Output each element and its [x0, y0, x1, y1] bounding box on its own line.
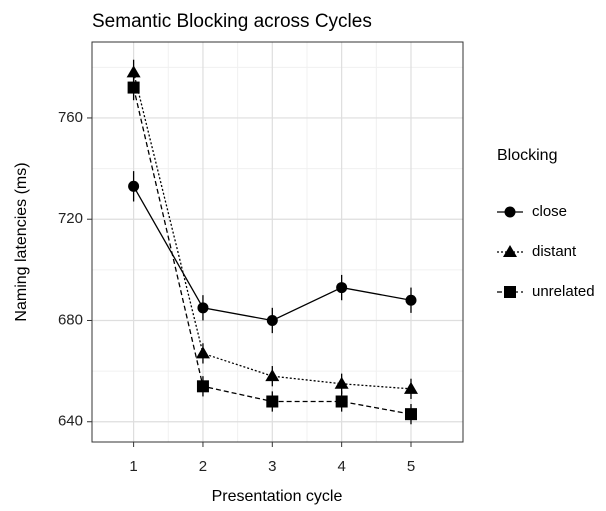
x-tick-label: 5: [407, 458, 415, 475]
x-tick-label: 1: [129, 458, 137, 475]
marker: [127, 81, 140, 94]
marker: [335, 395, 348, 408]
x-tick-label: 3: [268, 458, 276, 475]
marker: [266, 395, 279, 408]
y-tick-label: 640: [58, 413, 83, 430]
marker: [266, 314, 278, 326]
marker: [128, 180, 140, 192]
marker: [196, 380, 209, 393]
marker: [404, 408, 417, 421]
y-tick-label: 680: [58, 311, 83, 328]
marker: [126, 65, 141, 78]
y-tick-label: 760: [58, 109, 83, 126]
legend-marker: [504, 286, 516, 298]
marker: [334, 376, 349, 389]
marker: [403, 381, 418, 394]
marker: [197, 302, 209, 314]
x-tick-label: 2: [199, 458, 207, 475]
x-tick-label: 4: [337, 458, 345, 475]
legend-label: distant: [532, 243, 577, 260]
legend-title: Blocking: [497, 147, 557, 164]
y-tick-label: 720: [58, 210, 83, 227]
x-axis-label: Presentation cycle: [212, 488, 343, 505]
marker: [195, 346, 210, 359]
series-line: [132, 72, 412, 390]
legend-label: unrelated: [532, 283, 595, 300]
legend-label: close: [532, 203, 567, 220]
legend-marker: [504, 206, 516, 218]
marker: [336, 282, 348, 294]
legend-marker: [503, 245, 517, 257]
marker: [265, 369, 280, 382]
chart-title: Semantic Blocking across Cycles: [92, 11, 372, 32]
plot-border: [91, 41, 464, 443]
marker: [405, 294, 417, 306]
y-axis-label: Naming latencies (ms): [13, 162, 30, 321]
